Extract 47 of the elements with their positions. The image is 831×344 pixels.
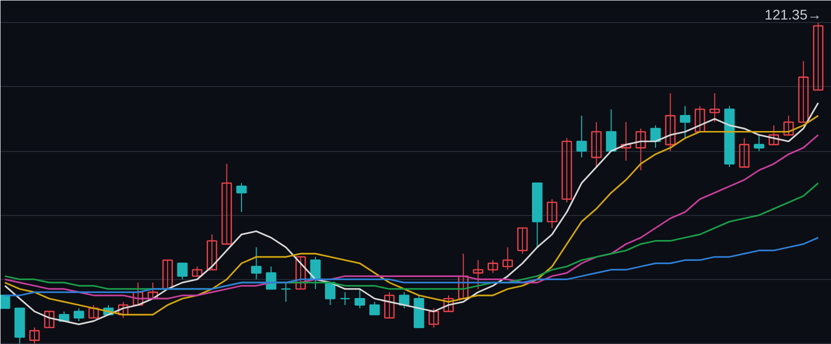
candlestick [369,301,380,316]
candlestick [295,256,306,290]
candlestick [162,259,173,290]
candlestick [44,310,55,328]
candlestick [620,122,632,162]
candlestick [606,108,616,152]
candlestick [148,282,158,300]
text: 121.35→ [764,6,822,22]
candlestick [325,282,336,306]
candlestick [206,234,218,270]
candlestick [517,227,528,254]
candlestick [812,22,824,91]
candlestick [798,60,809,123]
candlestick [340,292,350,306]
candlestick [591,122,602,168]
candlestick [88,304,99,319]
candlestick [694,106,706,132]
candlestick [458,253,469,300]
candlestick [192,266,202,277]
candlestick [739,138,750,168]
candlestick [177,262,188,280]
candlestick [222,163,232,245]
candlestick [0,294,10,309]
candlestick [236,182,247,212]
candlestick [502,246,513,270]
candlestick [488,260,498,274]
candlestick [74,308,84,322]
candlestick [118,301,128,318]
candlestick [251,246,262,280]
candlestick [428,308,439,328]
candlestick [472,260,484,290]
candlestick [132,282,144,306]
candlestick [546,198,558,229]
candlestick [576,115,587,158]
candlestick [709,92,720,123]
candlestick [354,288,366,309]
candlestick [680,106,690,139]
candlestick [280,282,292,302]
candlestick [754,134,764,152]
candlestick [443,294,454,312]
candlestick [29,326,40,344]
candlestick [636,128,646,171]
candlestick [768,124,780,146]
candlestick [384,292,395,319]
candlestick [665,92,676,152]
candlestick [562,138,572,203]
candlestick [783,115,794,136]
